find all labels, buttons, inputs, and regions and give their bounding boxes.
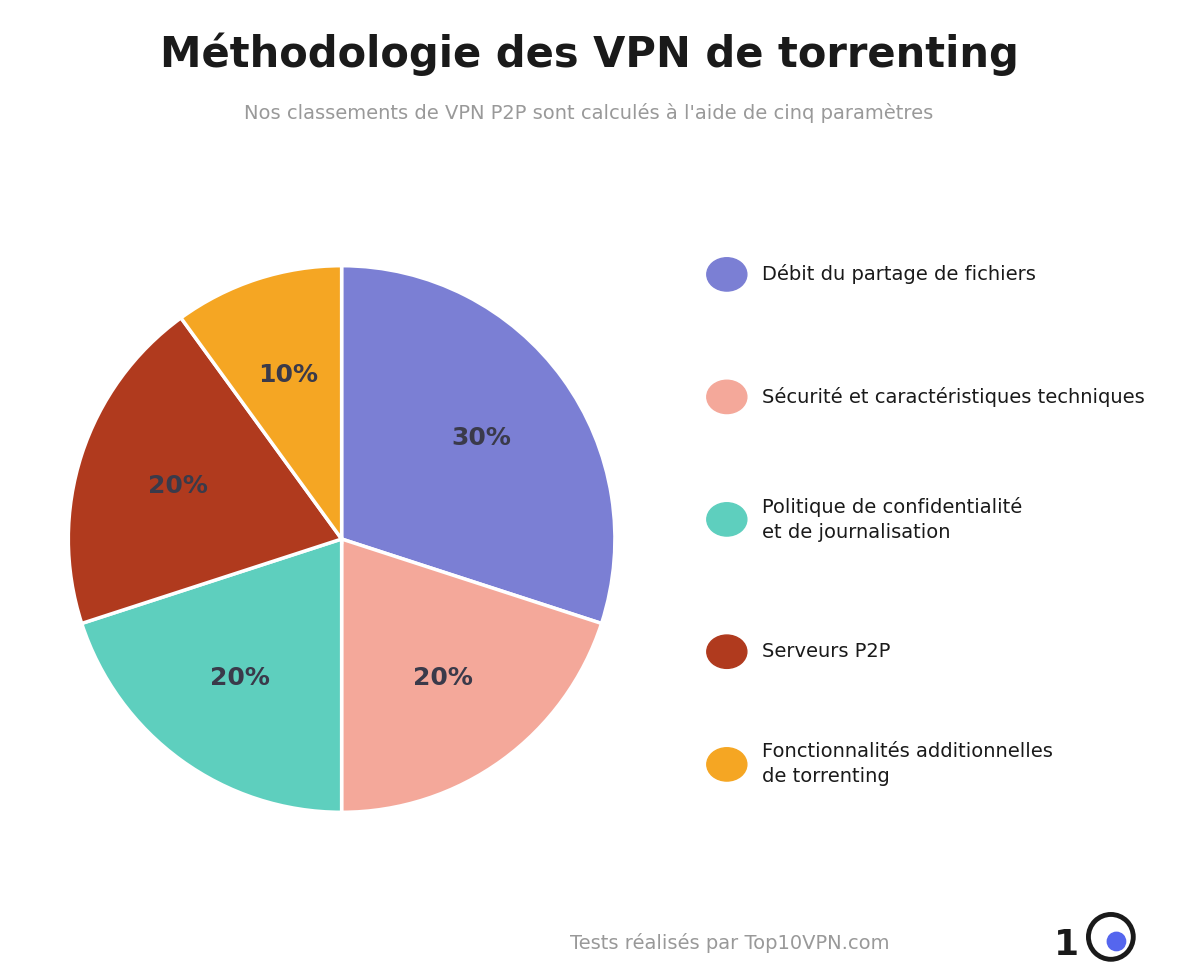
Wedge shape bbox=[342, 266, 615, 623]
Text: 10%: 10% bbox=[258, 364, 318, 387]
Wedge shape bbox=[68, 318, 342, 623]
Text: Sécurité et caractéristiques techniques: Sécurité et caractéristiques techniques bbox=[762, 387, 1145, 407]
Wedge shape bbox=[342, 539, 602, 812]
Text: Méthodologie des VPN de torrenting: Méthodologie des VPN de torrenting bbox=[159, 32, 1019, 75]
Text: Fonctionnalités additionnelles
de torrenting: Fonctionnalités additionnelles de torren… bbox=[762, 743, 1053, 786]
Text: Nos classements de VPN P2P sont calculés à l'aide de cinq paramètres: Nos classements de VPN P2P sont calculés… bbox=[244, 103, 934, 122]
Circle shape bbox=[1107, 932, 1126, 951]
Text: Politique de confidentialité
et de journalisation: Politique de confidentialité et de journ… bbox=[762, 497, 1023, 542]
Text: Tests réalisés par Top10VPN.com: Tests réalisés par Top10VPN.com bbox=[570, 933, 889, 953]
Text: 1: 1 bbox=[1054, 928, 1079, 961]
Text: 20%: 20% bbox=[211, 666, 271, 690]
Text: 30%: 30% bbox=[451, 425, 511, 450]
Text: 20%: 20% bbox=[148, 473, 207, 498]
Wedge shape bbox=[81, 539, 342, 812]
Text: Débit du partage de fichiers: Débit du partage de fichiers bbox=[762, 265, 1035, 284]
Text: Serveurs P2P: Serveurs P2P bbox=[762, 642, 891, 662]
Text: 20%: 20% bbox=[412, 666, 472, 690]
Wedge shape bbox=[181, 266, 342, 539]
